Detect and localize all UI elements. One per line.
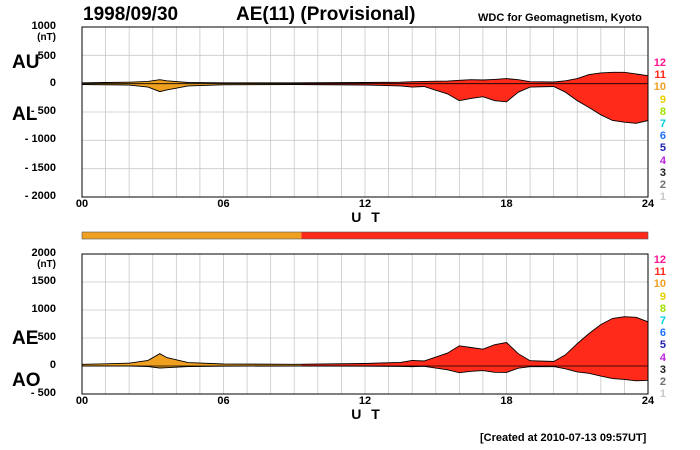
data-status-bar <box>81 231 649 240</box>
series-line-al <box>81 84 649 124</box>
source-attribution: WDC for Geomagnetism, Kyoto <box>478 12 642 24</box>
status-bar-frame <box>81 231 649 240</box>
series-line-ae <box>81 316 649 365</box>
legend-item: 5 <box>659 339 666 352</box>
x-tick-label: 18 <box>500 395 513 407</box>
y-tick-label: - 2000 <box>24 190 56 202</box>
legend-item: 1 <box>659 191 666 204</box>
y-tick-label: - 500 <box>30 387 56 399</box>
legend-item: 5 <box>659 142 666 155</box>
plot-frame <box>81 253 649 395</box>
y-tick-label: - 1000 <box>24 133 56 146</box>
side-label-au: AU <box>12 52 40 73</box>
legend-item: 2 <box>659 376 666 388</box>
x-tick-label: 12 <box>358 395 372 407</box>
y-tick-label: 500 <box>37 331 56 343</box>
series-line-ao <box>82 365 649 382</box>
legend-item: 12 <box>653 57 666 69</box>
y-tick-label: - 500 <box>30 105 56 117</box>
legend-item: 8 <box>659 105 666 118</box>
x-tick-label: 00 <box>75 395 89 407</box>
y-tick-label: 1500 <box>31 275 56 287</box>
x-tick-label: 06 <box>217 395 230 407</box>
chart-title: AE(11) (Provisional) <box>236 4 416 25</box>
y-tick-label: 1000 <box>31 20 56 32</box>
x-axis-title: U T <box>351 209 383 225</box>
legend-item: 6 <box>659 327 666 340</box>
y-tick-label: 2000 <box>31 247 56 259</box>
y-tick-label: 0 <box>49 359 56 371</box>
legend-item: 9 <box>659 290 666 303</box>
legend-item: 1 <box>659 388 666 401</box>
x-tick-label: 12 <box>358 198 372 210</box>
legend-item: 3 <box>659 363 666 376</box>
x-tick-label: 06 <box>217 198 230 210</box>
status-segment <box>301 232 648 239</box>
plot-frame <box>81 26 649 198</box>
y-unit-label: (nT) <box>37 32 56 43</box>
x-tick-label: 24 <box>641 395 655 407</box>
legend-item: 10 <box>653 278 666 291</box>
legend-item: 8 <box>659 302 666 315</box>
legend-item: 11 <box>654 266 666 279</box>
legend-item: 7 <box>659 118 666 130</box>
side-label-ao: AO <box>12 370 41 391</box>
legend-item: 3 <box>659 166 666 179</box>
x-tick-label: 00 <box>75 198 89 210</box>
legend-item: 2 <box>659 179 666 191</box>
status-segment <box>82 232 302 239</box>
x-axis-title: U T <box>351 406 383 422</box>
y-tick-label: 1000 <box>31 303 56 315</box>
legend-item: 11 <box>654 69 666 82</box>
legend-item: 9 <box>659 93 666 106</box>
plot-ae-ao <box>81 253 649 395</box>
y-tick-label: - 1500 <box>24 161 56 174</box>
chart-date: 1998/09/30 <box>83 4 179 25</box>
plot-au-al <box>81 26 649 198</box>
legend-item: 4 <box>659 351 666 364</box>
y-tick-label: 0 <box>49 76 56 89</box>
legend-item: 6 <box>659 130 666 143</box>
x-tick-label: 18 <box>500 198 513 210</box>
legend-item: 7 <box>659 315 666 327</box>
series-fill-late <box>301 316 648 381</box>
y-tick-label: 500 <box>37 50 56 63</box>
created-timestamp: [Created at 2010-07-13 09:57UT] <box>480 432 647 444</box>
side-label-al: AL <box>12 104 38 125</box>
y-unit-label: (nT) <box>37 259 56 270</box>
x-tick-label: 24 <box>641 198 655 210</box>
legend-item: 4 <box>659 154 666 167</box>
series-line-au <box>81 71 649 84</box>
legend-item: 10 <box>653 81 666 94</box>
legend-item: 12 <box>653 254 666 266</box>
side-label-ae: AE <box>12 328 39 349</box>
